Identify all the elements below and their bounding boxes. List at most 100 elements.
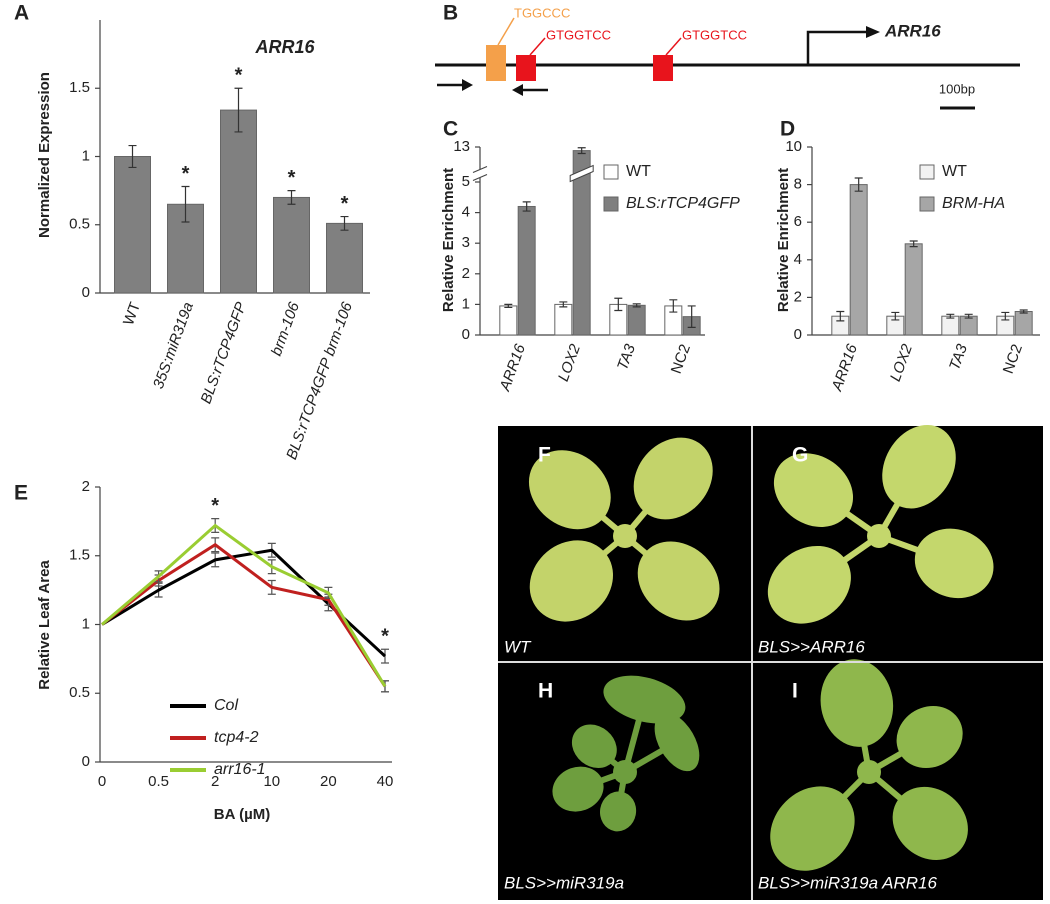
x-tick-label: NC2 bbox=[1000, 342, 1026, 376]
bar bbox=[849, 184, 868, 336]
bar bbox=[326, 222, 363, 294]
leaf bbox=[599, 791, 637, 832]
y-tick-label: 10 bbox=[785, 138, 802, 155]
tss-arrowhead bbox=[866, 26, 880, 38]
motif-box bbox=[653, 55, 673, 81]
leaf bbox=[603, 675, 686, 724]
legend-label: BLS:rTCP4GFP bbox=[626, 195, 740, 212]
x-tick-label: brm-106 bbox=[268, 299, 303, 358]
x-tick-label: 20 bbox=[320, 773, 337, 790]
error-bar bbox=[128, 144, 137, 169]
y-tick-label: 0 bbox=[82, 753, 90, 770]
error-bar bbox=[964, 313, 973, 319]
x-tick-label: 40 bbox=[377, 773, 394, 790]
x-tick-label: BLS:rTCP4GFP bbox=[198, 300, 250, 406]
legend-swatch bbox=[919, 196, 935, 212]
x-tick-label: LOX2 bbox=[887, 341, 916, 383]
rosette-center bbox=[857, 760, 881, 784]
bar bbox=[273, 196, 310, 294]
bar-break bbox=[569, 164, 594, 183]
leaf bbox=[633, 437, 713, 520]
y-tick-label: 0 bbox=[462, 326, 470, 343]
leaf bbox=[892, 786, 968, 861]
connector bbox=[665, 37, 682, 56]
legend-swatch bbox=[603, 196, 619, 212]
legend-swatch bbox=[603, 164, 619, 180]
x-tick-label: WT bbox=[120, 300, 144, 328]
y-tick-label: 0 bbox=[794, 326, 802, 343]
primer-arrowhead bbox=[512, 84, 523, 96]
chart-title: ARR16 bbox=[254, 37, 315, 57]
motif-label: GTGGTCC bbox=[682, 27, 747, 42]
leaf bbox=[654, 712, 700, 772]
significance-mark: * bbox=[211, 495, 219, 517]
connector bbox=[497, 17, 515, 46]
error-bar bbox=[946, 313, 955, 319]
bar bbox=[959, 315, 978, 336]
leaf bbox=[571, 724, 617, 769]
legend-label: Col bbox=[214, 697, 238, 714]
rosette-center bbox=[867, 524, 891, 548]
y-tick-label: 3 bbox=[462, 234, 470, 251]
motif-box bbox=[516, 55, 536, 81]
leaf bbox=[773, 453, 854, 527]
y-tick-label: 5 bbox=[462, 173, 470, 190]
photo-panel-label: I bbox=[792, 680, 798, 703]
leaf bbox=[767, 545, 851, 624]
legend-label: arr16-1 bbox=[214, 761, 266, 778]
error-bar bbox=[234, 87, 243, 133]
error-bar bbox=[287, 190, 296, 205]
leaf bbox=[552, 766, 604, 812]
significance-mark: * bbox=[235, 65, 243, 87]
connector bbox=[529, 37, 546, 56]
bar bbox=[554, 303, 573, 336]
error-bar bbox=[891, 311, 900, 321]
bar bbox=[114, 156, 151, 294]
bar bbox=[627, 304, 646, 336]
gene-diagram: TGGCCC GTGGTCC GTGGTCC ARR16 100bp bbox=[435, 5, 1020, 110]
photo-panel-label: G bbox=[792, 444, 808, 467]
legend-label: WT bbox=[942, 163, 967, 180]
x-tick-label: 0.5 bbox=[148, 773, 169, 790]
x-tick-label: ARR16 bbox=[496, 341, 529, 394]
x-axis-label: BA (µM) bbox=[214, 806, 270, 823]
motif-label: GTGGTCC bbox=[546, 27, 611, 42]
error-bar bbox=[854, 177, 863, 192]
gene-name: ARR16 bbox=[884, 21, 941, 40]
tss-arrow bbox=[806, 30, 868, 65]
y-tick-label: 0 bbox=[82, 284, 90, 301]
leaf bbox=[820, 659, 894, 747]
significance-mark: * bbox=[341, 193, 349, 215]
photo-caption: BLS>>ARR16 bbox=[758, 637, 865, 656]
photo-panel-label: F bbox=[538, 444, 551, 467]
line bbox=[101, 523, 387, 688]
error-bar bbox=[632, 303, 641, 308]
error-bar bbox=[687, 305, 696, 328]
y-axis-label: Normalized Expression bbox=[36, 72, 53, 238]
error-bar bbox=[577, 147, 586, 155]
y-tick-label: 2 bbox=[794, 288, 802, 305]
error-bar bbox=[909, 240, 918, 248]
x-tick-label: TA3 bbox=[614, 341, 639, 372]
x-tick-label: 0 bbox=[98, 773, 106, 790]
y-tick-label: 0.5 bbox=[69, 684, 90, 701]
y-axis-label: Relative Leaf Area bbox=[36, 560, 53, 690]
axis-break bbox=[472, 165, 488, 182]
panel-label: D bbox=[780, 118, 795, 141]
significance-mark: * bbox=[288, 167, 296, 189]
error-bar bbox=[504, 303, 513, 309]
y-tick-label: 1.5 bbox=[69, 79, 90, 96]
photo-panel-label: H bbox=[538, 680, 553, 703]
error-bar bbox=[669, 299, 678, 313]
panel-label: E bbox=[14, 482, 28, 505]
leaf bbox=[528, 450, 611, 530]
bar bbox=[904, 243, 923, 336]
error-bar bbox=[836, 310, 845, 322]
bar bbox=[941, 315, 960, 336]
legend-swatch bbox=[919, 164, 935, 180]
y-tick-label: 1 bbox=[462, 295, 470, 312]
y-tick-label: 8 bbox=[794, 176, 802, 193]
line bbox=[101, 542, 387, 688]
photo-caption: WT bbox=[504, 637, 532, 656]
